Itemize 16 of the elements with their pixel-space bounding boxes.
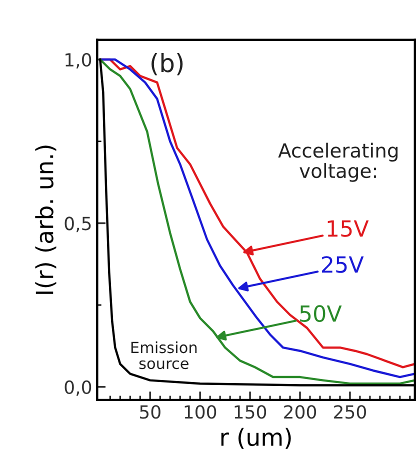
- annotation: Accelerating voltage:: [278, 142, 398, 182]
- x-tick-label: 250: [334, 405, 366, 419]
- y-tick-label: 0,5: [64, 216, 91, 232]
- annotation: 15V: [328, 220, 369, 237]
- annotation: 25V: [322, 256, 364, 273]
- x-tick-label: 50: [140, 405, 160, 419]
- x-tick-label: 100: [184, 405, 216, 419]
- x-axis-title: r (um): [221, 428, 291, 449]
- annotation: (b): [152, 53, 183, 76]
- x-tick-label: 200: [284, 405, 316, 419]
- y-tick-label: 0,0: [64, 380, 92, 396]
- x-tick-label: 150: [234, 405, 266, 419]
- annotation: Emission source: [131, 341, 197, 370]
- annotation: 50V: [300, 305, 342, 322]
- y-tick-label: 1,0: [66, 53, 92, 68]
- y-axis-title: I(r) (arb. un.): [35, 146, 56, 294]
